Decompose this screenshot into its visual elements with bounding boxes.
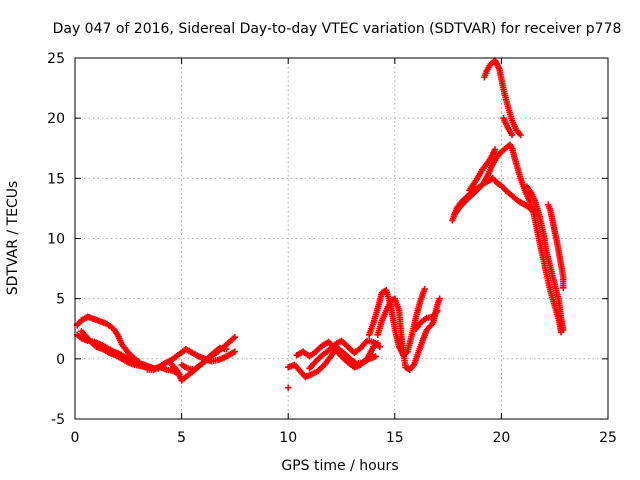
gridlines <box>75 58 608 419</box>
series-track-j <box>306 337 384 372</box>
data-point <box>517 131 524 139</box>
y-tick-label: 15 <box>47 171 65 187</box>
series-track-i <box>293 338 381 371</box>
data-point <box>285 384 292 391</box>
x-tick-label: 0 <box>71 430 80 446</box>
series-track-p <box>466 146 499 194</box>
series-track-q <box>481 57 524 139</box>
series-track-t <box>545 201 567 292</box>
x-tick-label: 25 <box>599 430 617 446</box>
y-axis-label: SDTVAR / TECUs <box>5 181 21 296</box>
chart-title: Day 047 of 2016, Sidereal Day-to-day VTE… <box>53 21 622 37</box>
series-track-g <box>285 384 292 391</box>
series-track-s <box>523 183 567 334</box>
data-point <box>231 348 239 355</box>
data-point <box>434 307 441 314</box>
data-point <box>508 131 516 139</box>
x-tick-label: 15 <box>386 430 404 446</box>
data-point <box>491 146 499 153</box>
y-tick-label: 5 <box>56 292 65 308</box>
data-point <box>436 295 443 302</box>
x-axis-label: GPS time / hours <box>281 458 398 474</box>
y-tick-labels: -5 0 5 10 15 20 25 <box>47 51 65 428</box>
plot-frame <box>74 57 609 420</box>
data-point <box>376 343 384 350</box>
data-point <box>421 285 428 293</box>
x-tick-label: 20 <box>492 430 510 446</box>
data-point <box>223 346 230 353</box>
y-tick-label: 25 <box>47 51 65 67</box>
series-track-l <box>374 295 443 373</box>
series-track-c <box>78 327 151 371</box>
data-point <box>372 353 379 360</box>
series-track-r <box>500 114 516 139</box>
y-tick-label: -5 <box>51 412 65 428</box>
y-tick-label: 20 <box>47 111 65 127</box>
series-track-a <box>73 313 183 378</box>
data-points <box>73 57 567 391</box>
data-point <box>560 284 567 292</box>
x-tick-labels: 0 5 10 15 20 25 <box>71 430 617 446</box>
y-tick-label: 0 <box>56 352 65 368</box>
y-tick-label: 10 <box>47 232 65 248</box>
data-point <box>560 326 567 334</box>
series-track-m <box>412 307 441 332</box>
series-track-f <box>178 344 230 373</box>
x-tick-label: 5 <box>177 430 186 446</box>
series-track-o <box>451 141 565 336</box>
x-tick-label: 10 <box>279 430 297 446</box>
data-point <box>231 333 239 341</box>
